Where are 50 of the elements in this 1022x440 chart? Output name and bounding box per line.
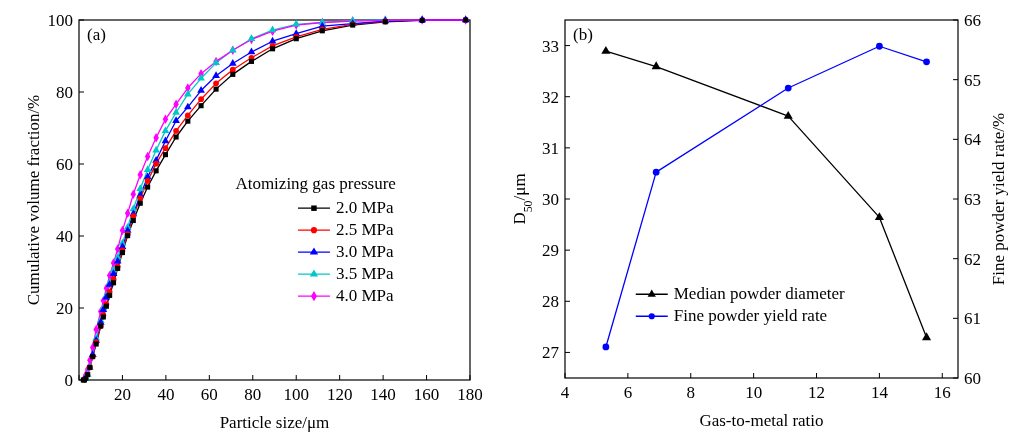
y-tick-label: 32 — [542, 87, 559, 107]
y2-tick-label: 62 — [964, 249, 981, 269]
y-tick-label: 40 — [56, 226, 73, 246]
y2-tick-label: 64 — [964, 130, 982, 150]
x-tick-label: 6 — [623, 383, 633, 402]
x-tick-label: 12 — [808, 383, 826, 402]
y-tick-label: 80 — [56, 82, 73, 102]
x-tick-label: 60 — [200, 385, 218, 404]
y-axis-title: Cumulative volume fraction/% — [24, 94, 43, 306]
x-tick-label: 10 — [745, 383, 763, 402]
y-tick-label: 31 — [542, 138, 559, 158]
y-tick-label: 100 — [47, 10, 73, 30]
y-tick-label: 27 — [542, 343, 560, 363]
x-tick-label: 16 — [933, 383, 951, 402]
legend-label: 2.5 MPa — [335, 220, 395, 240]
y-tick-label: 29 — [542, 241, 559, 261]
x-tick-label: 40 — [157, 385, 175, 404]
y2-tick-label: 66 — [964, 10, 981, 30]
annotation: (a) — [87, 25, 106, 44]
x-tick-label: 180 — [457, 385, 483, 404]
x-tick-label: 8 — [686, 383, 696, 402]
legend-label: 4.0 MPa — [335, 286, 395, 306]
legend-label: 2.0 MPa — [335, 198, 395, 218]
annotation: (b) — [573, 25, 593, 44]
x-tick-label: 100 — [283, 385, 309, 404]
x-tick-label: 120 — [326, 385, 353, 404]
x-tick-label: 140 — [370, 385, 396, 404]
x-tick-label: 4 — [560, 383, 570, 402]
y-tick-label: 60 — [56, 154, 73, 174]
legend-label: 3.5 MPa — [335, 264, 395, 284]
y2-tick-label: 63 — [964, 189, 981, 209]
x-tick-label: 80 — [244, 385, 262, 404]
y-tick-label: 0 — [64, 370, 73, 390]
legend-label: Fine powder yield rate — [673, 306, 828, 326]
y2-tick-label: 61 — [964, 309, 981, 329]
legend-label: Median powder diameter — [673, 284, 845, 304]
y2-tick-label: 60 — [964, 368, 981, 388]
y-tick-label: 33 — [542, 36, 559, 56]
x-axis-title: Gas-to-metal ratio — [699, 411, 824, 430]
legend-title: Atomizing gas pressure — [235, 174, 396, 194]
y-tick-label: 28 — [542, 292, 559, 312]
y-tick-label: 20 — [56, 298, 73, 318]
x-tick-label: 14 — [870, 383, 889, 402]
y-tick-label: 30 — [542, 189, 559, 209]
x-axis-title: Particle size/μm — [219, 413, 330, 432]
x-tick-label: 20 — [113, 385, 131, 404]
legend-label: 3.0 MPa — [335, 242, 395, 262]
x-tick-label: 160 — [413, 385, 440, 404]
y2-axis-title: Fine powder yield rate/% — [989, 112, 1008, 286]
y2-tick-label: 65 — [964, 70, 981, 90]
